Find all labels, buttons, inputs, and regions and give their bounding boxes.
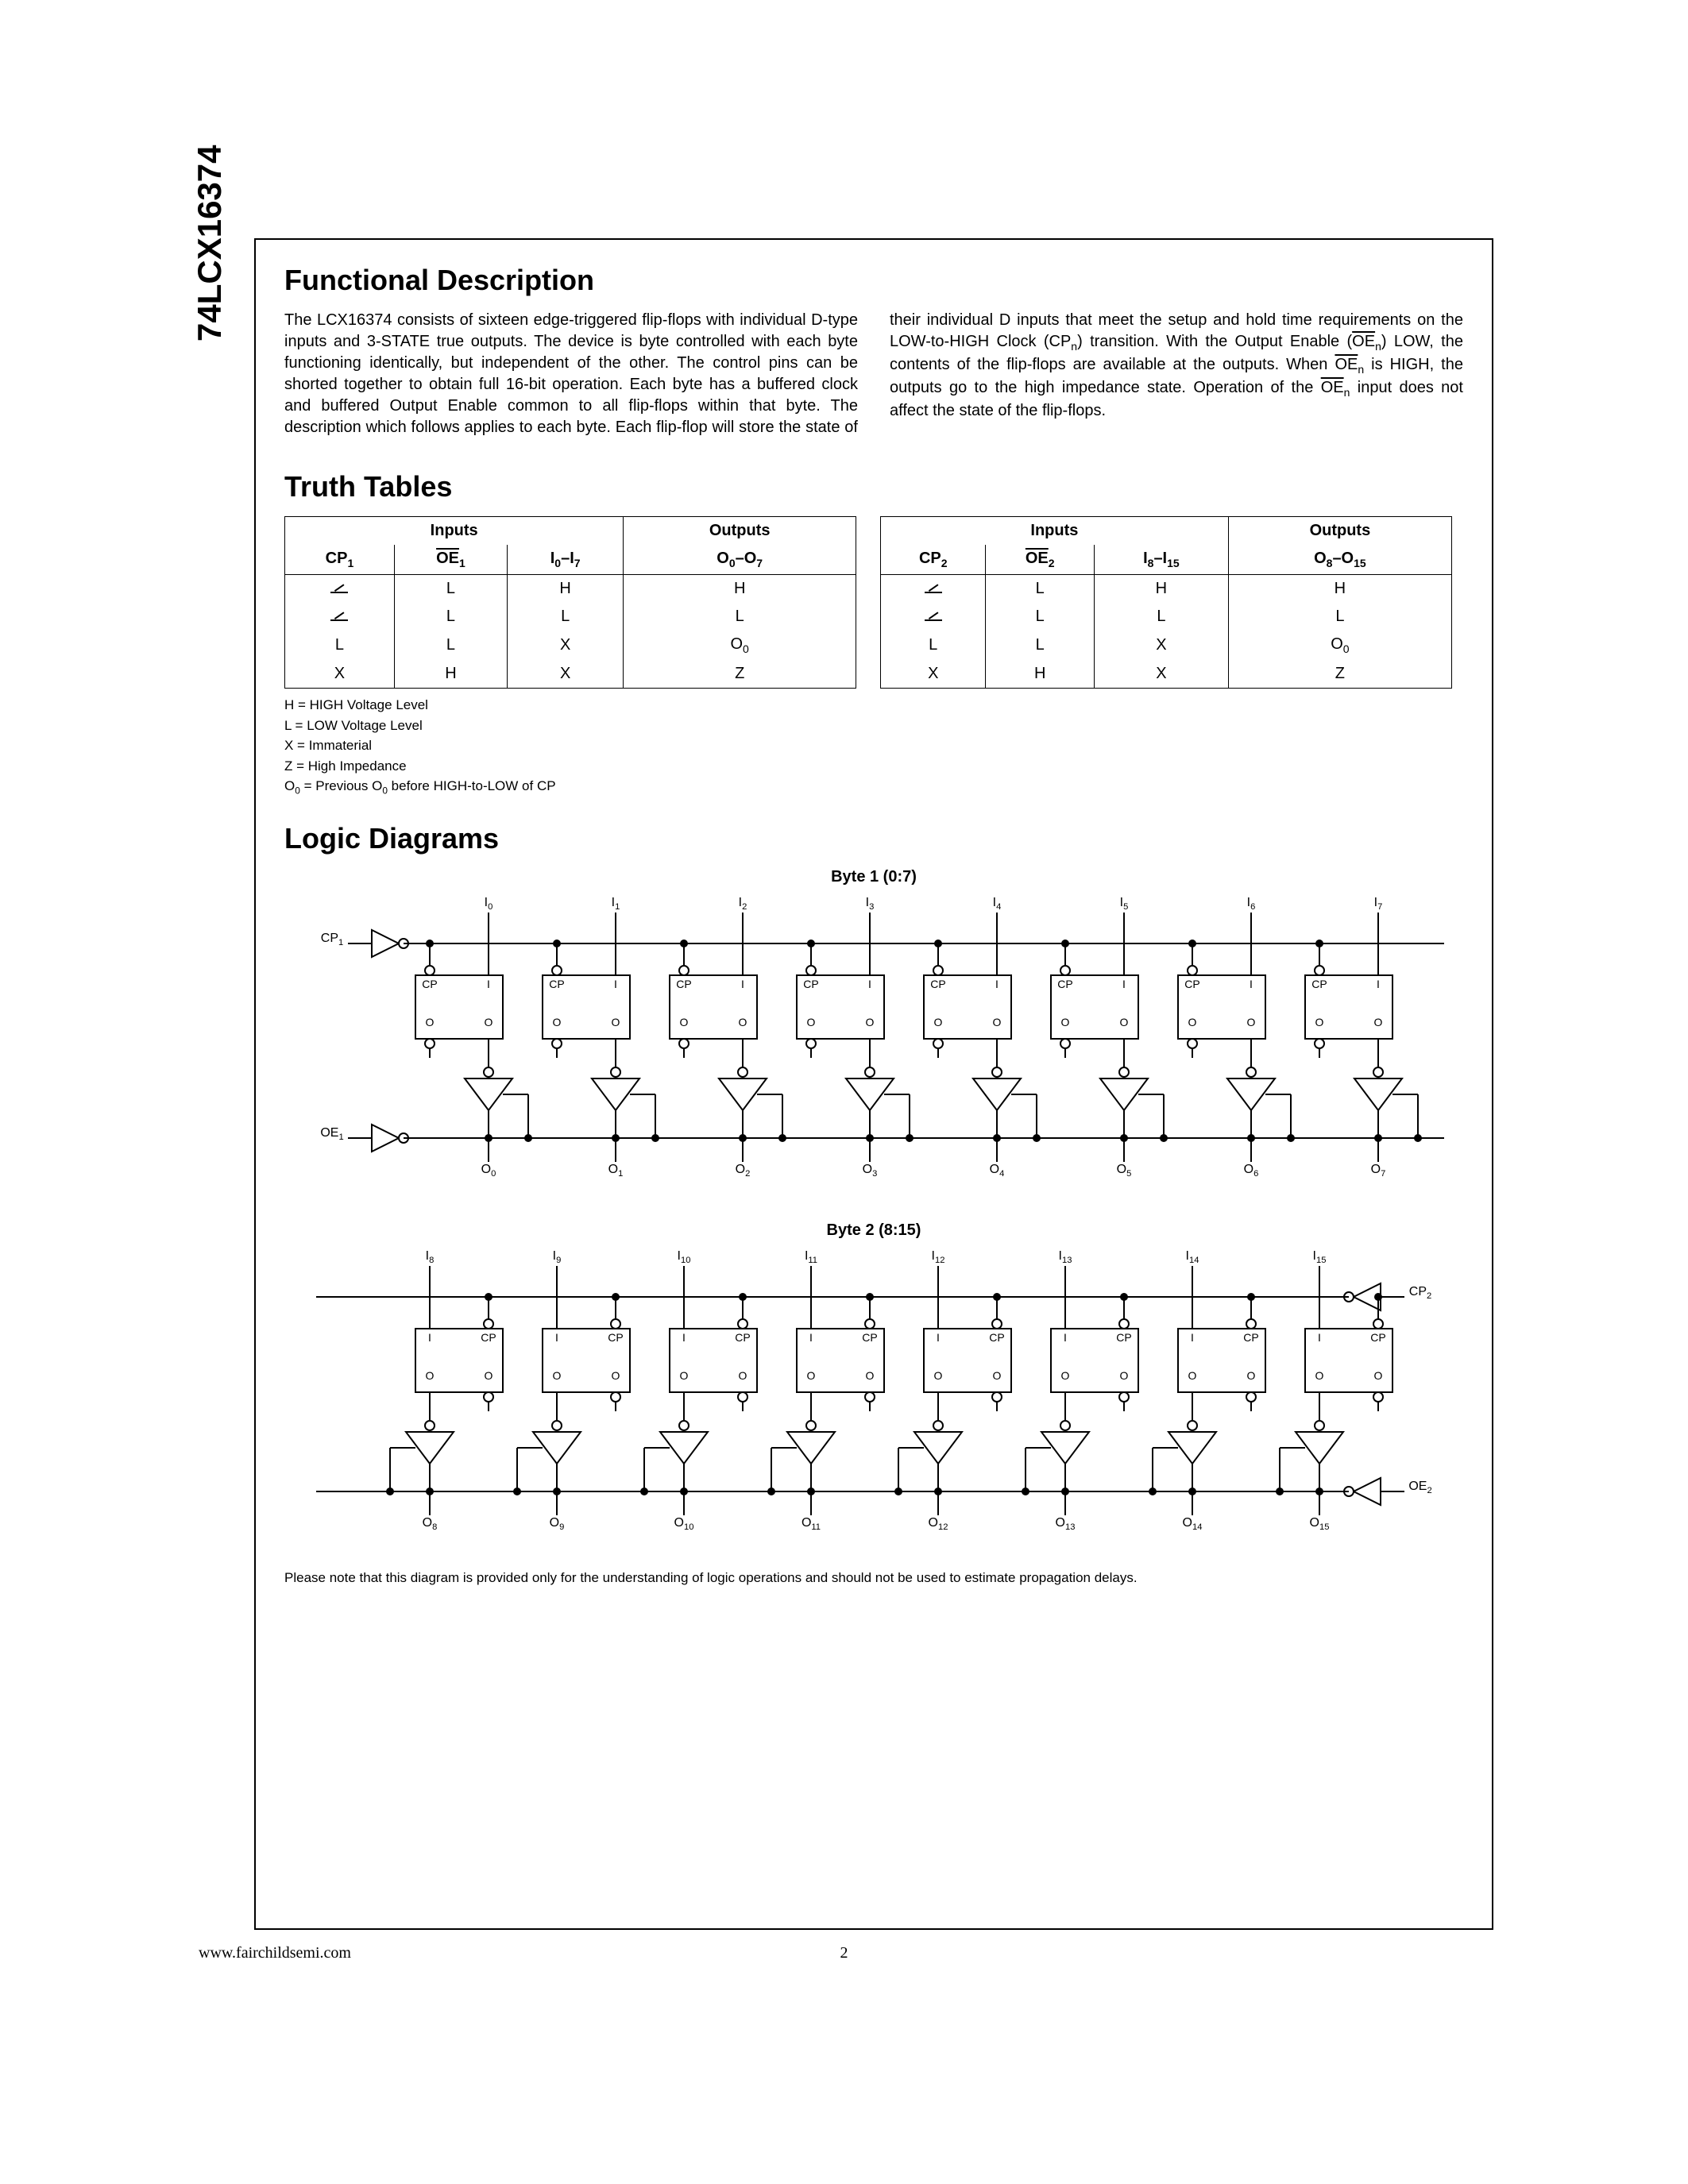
- inputs-header: Inputs: [881, 517, 1229, 546]
- table-cell: H: [394, 660, 507, 689]
- table-cell: L: [1228, 603, 1451, 631]
- content-frame: Functional Description The LCX16374 cons…: [254, 238, 1493, 1930]
- table-cell: [881, 575, 986, 604]
- logic-diagram-byte1: CP1OE1I0CPIOOO0I1CPIOOO1I2CPIOOO2I3CPIOO…: [284, 888, 1460, 1214]
- heading-logic-diagrams: Logic Diagrams: [284, 822, 1463, 855]
- col-header: I0–I7: [507, 545, 623, 575]
- legend-line: Z = High Impedance: [284, 756, 1463, 777]
- legend-line: L = LOW Voltage Level: [284, 716, 1463, 736]
- table-cell: L: [1094, 603, 1228, 631]
- table-cell: L: [986, 631, 1095, 660]
- table-cell: H: [507, 575, 623, 604]
- table-cell: H: [1094, 575, 1228, 604]
- table-cell: L: [394, 575, 507, 604]
- table-cell: [881, 603, 986, 631]
- table-cell: O0: [1228, 631, 1451, 660]
- outputs-header: Outputs: [1228, 517, 1451, 546]
- truth-table-byte2: InputsOutputsCP2OE2I8–I15O8–O15LHHLLLLLX…: [880, 516, 1452, 689]
- table-cell: X: [507, 631, 623, 660]
- table-cell: X: [507, 660, 623, 689]
- table-cell: L: [394, 631, 507, 660]
- byte1-title: Byte 1 (0:7): [284, 868, 1463, 886]
- outputs-header: Outputs: [624, 517, 856, 546]
- inputs-header: Inputs: [285, 517, 624, 546]
- table-cell: L: [507, 603, 623, 631]
- col-header: O0–O7: [624, 545, 856, 575]
- table-cell: H: [1228, 575, 1451, 604]
- col-header: O8–O15: [1228, 545, 1451, 575]
- table-cell: H: [624, 575, 856, 604]
- table-cell: X: [1094, 660, 1228, 689]
- table-cell: L: [394, 603, 507, 631]
- table-cell: L: [624, 603, 856, 631]
- table-cell: L: [881, 631, 986, 660]
- col-header: OE2: [986, 545, 1095, 575]
- legend-line: H = HIGH Voltage Level: [284, 695, 1463, 716]
- truth-table-byte1: InputsOutputsCP1OE1I0–I7O0–O7LHHLLLLLXO0…: [284, 516, 856, 689]
- table-cell: Z: [624, 660, 856, 689]
- functional-description-text: The LCX16374 consists of sixteen edge-tr…: [284, 310, 1463, 438]
- table-cell: L: [986, 603, 1095, 631]
- table-cell: X: [881, 660, 986, 689]
- truth-tables-container: InputsOutputsCP1OE1I0–I7O0–O7LHHLLLLLXO0…: [284, 516, 1463, 689]
- col-header: CP2: [881, 545, 986, 575]
- table-cell: O0: [624, 631, 856, 660]
- truth-table-legend: H = HIGH Voltage LevelL = LOW Voltage Le…: [284, 695, 1463, 798]
- part-number-sidebar: 74LCX16374: [191, 145, 229, 341]
- table-cell: X: [1094, 631, 1228, 660]
- table-cell: H: [986, 660, 1095, 689]
- table-cell: X: [285, 660, 395, 689]
- col-header: I8–I15: [1094, 545, 1228, 575]
- table-cell: Z: [1228, 660, 1451, 689]
- byte2-title: Byte 2 (8:15): [284, 1221, 1463, 1240]
- col-header: CP1: [285, 545, 395, 575]
- col-header: OE1: [394, 545, 507, 575]
- footer-page-number: 2: [0, 1944, 1688, 1962]
- heading-functional-description: Functional Description: [284, 264, 1463, 297]
- legend-line: O0 = Previous O0 before HIGH-to-LOW of C…: [284, 776, 1463, 798]
- diagram-footnote: Please note that this diagram is provide…: [284, 1570, 1463, 1586]
- table-cell: L: [285, 631, 395, 660]
- table-cell: L: [986, 575, 1095, 604]
- logic-diagram-byte2: CP2OE2I8CPIOOO8I9CPIOOO9I10CPIOOO10I11CP…: [284, 1241, 1460, 1567]
- heading-truth-tables: Truth Tables: [284, 470, 1463, 504]
- table-cell: [285, 575, 395, 604]
- legend-line: X = Immaterial: [284, 735, 1463, 756]
- table-cell: [285, 603, 395, 631]
